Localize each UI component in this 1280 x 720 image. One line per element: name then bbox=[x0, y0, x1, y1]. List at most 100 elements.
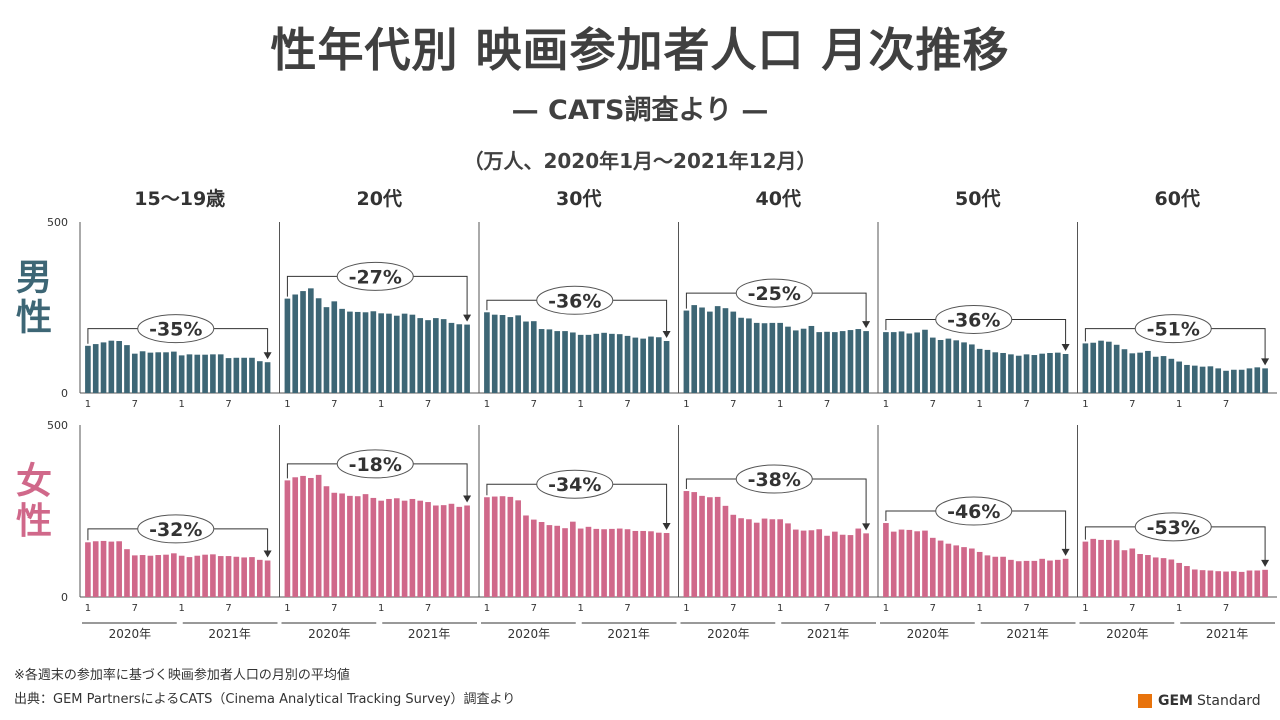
x-tick-label: 1 bbox=[976, 399, 982, 410]
bar bbox=[570, 521, 576, 597]
bar bbox=[1082, 541, 1089, 597]
bar bbox=[433, 505, 439, 597]
bar bbox=[714, 306, 721, 393]
y-tick-label: 0 bbox=[61, 591, 68, 604]
bar bbox=[370, 311, 377, 393]
bar bbox=[354, 311, 361, 393]
x-tick-label: 7 bbox=[225, 603, 231, 614]
bar bbox=[855, 329, 862, 393]
x-tick-label: 1 bbox=[1082, 603, 1088, 614]
bar bbox=[362, 494, 369, 597]
bar bbox=[683, 310, 690, 393]
bar bbox=[609, 333, 615, 393]
bar bbox=[1054, 352, 1061, 393]
x-tick-label: 7 bbox=[930, 603, 936, 614]
bar bbox=[1098, 539, 1104, 597]
bar bbox=[100, 342, 107, 393]
bar bbox=[433, 318, 439, 393]
year-label: 2020年 bbox=[308, 627, 351, 641]
bar bbox=[976, 551, 983, 597]
year-label: 2020年 bbox=[707, 627, 750, 641]
year-label: 2021年 bbox=[1206, 627, 1249, 641]
x-tick-label: 7 bbox=[930, 399, 936, 410]
bar bbox=[1176, 361, 1182, 393]
year-label: 2021年 bbox=[807, 627, 850, 641]
bar bbox=[1082, 343, 1089, 393]
bar bbox=[464, 324, 470, 393]
bar bbox=[386, 498, 392, 597]
bar bbox=[456, 506, 463, 597]
bar bbox=[937, 339, 944, 393]
bar bbox=[777, 322, 783, 393]
bar bbox=[883, 332, 889, 393]
bar bbox=[507, 317, 514, 393]
change-label: -25% bbox=[748, 283, 801, 305]
bar bbox=[1246, 368, 1253, 393]
bar bbox=[777, 519, 783, 597]
bar bbox=[194, 354, 201, 393]
x-tick-label: 1 bbox=[378, 603, 384, 614]
bar bbox=[624, 335, 631, 393]
x-tick-label: 7 bbox=[824, 603, 830, 614]
bracket-arrowhead bbox=[463, 314, 472, 322]
bar bbox=[292, 294, 299, 393]
bar bbox=[409, 314, 416, 393]
change-label: -34% bbox=[548, 474, 601, 496]
x-tick-label: 7 bbox=[531, 603, 537, 614]
bar bbox=[800, 530, 807, 597]
bar bbox=[640, 530, 646, 597]
bar bbox=[1231, 369, 1237, 393]
change-badge bbox=[336, 449, 414, 479]
x-tick-label: 7 bbox=[1129, 399, 1135, 410]
x-tick-label: 7 bbox=[425, 603, 431, 614]
bar bbox=[1039, 353, 1045, 393]
bar bbox=[108, 541, 115, 597]
x-tick-label: 1 bbox=[484, 399, 490, 410]
bar bbox=[992, 556, 999, 597]
bar bbox=[155, 555, 162, 597]
bar bbox=[1129, 548, 1136, 597]
x-tick-label: 7 bbox=[1023, 399, 1029, 410]
x-tick-label: 1 bbox=[1176, 399, 1182, 410]
page-title: 性年代別 映画参加者人口 月次推移 bbox=[270, 23, 1010, 77]
bracket-arrowhead bbox=[263, 352, 272, 360]
bar bbox=[225, 358, 232, 393]
bar bbox=[945, 338, 952, 393]
bar bbox=[863, 331, 869, 393]
age-group-header: 30代 bbox=[556, 188, 601, 210]
x-tick-label: 7 bbox=[1129, 603, 1135, 614]
bar bbox=[315, 298, 322, 393]
x-tick-label: 1 bbox=[378, 399, 384, 410]
bar bbox=[746, 519, 752, 597]
change-label: -38% bbox=[748, 469, 801, 491]
bar bbox=[761, 323, 768, 393]
brand-square-icon bbox=[1138, 694, 1152, 708]
bar bbox=[515, 315, 521, 393]
bar bbox=[347, 495, 353, 597]
bar bbox=[785, 523, 791, 597]
bar bbox=[315, 474, 322, 597]
bar bbox=[233, 357, 240, 393]
bar bbox=[976, 348, 983, 393]
bar bbox=[738, 518, 744, 597]
bar bbox=[116, 341, 122, 393]
x-tick-label: 7 bbox=[531, 399, 537, 410]
bar bbox=[171, 351, 177, 393]
bar bbox=[785, 326, 791, 393]
bar bbox=[530, 321, 537, 393]
bar bbox=[808, 325, 815, 393]
bar bbox=[256, 361, 263, 393]
bar bbox=[847, 330, 854, 393]
change-badge bbox=[536, 469, 614, 499]
change-badge bbox=[1134, 314, 1212, 344]
bar bbox=[1168, 559, 1175, 597]
bar bbox=[616, 334, 623, 393]
bar bbox=[530, 519, 537, 597]
bar bbox=[577, 334, 584, 393]
bar bbox=[331, 301, 338, 393]
bar bbox=[1106, 539, 1112, 597]
bar bbox=[108, 340, 115, 393]
bar bbox=[730, 514, 737, 597]
bar bbox=[730, 311, 737, 393]
bar bbox=[256, 559, 263, 597]
